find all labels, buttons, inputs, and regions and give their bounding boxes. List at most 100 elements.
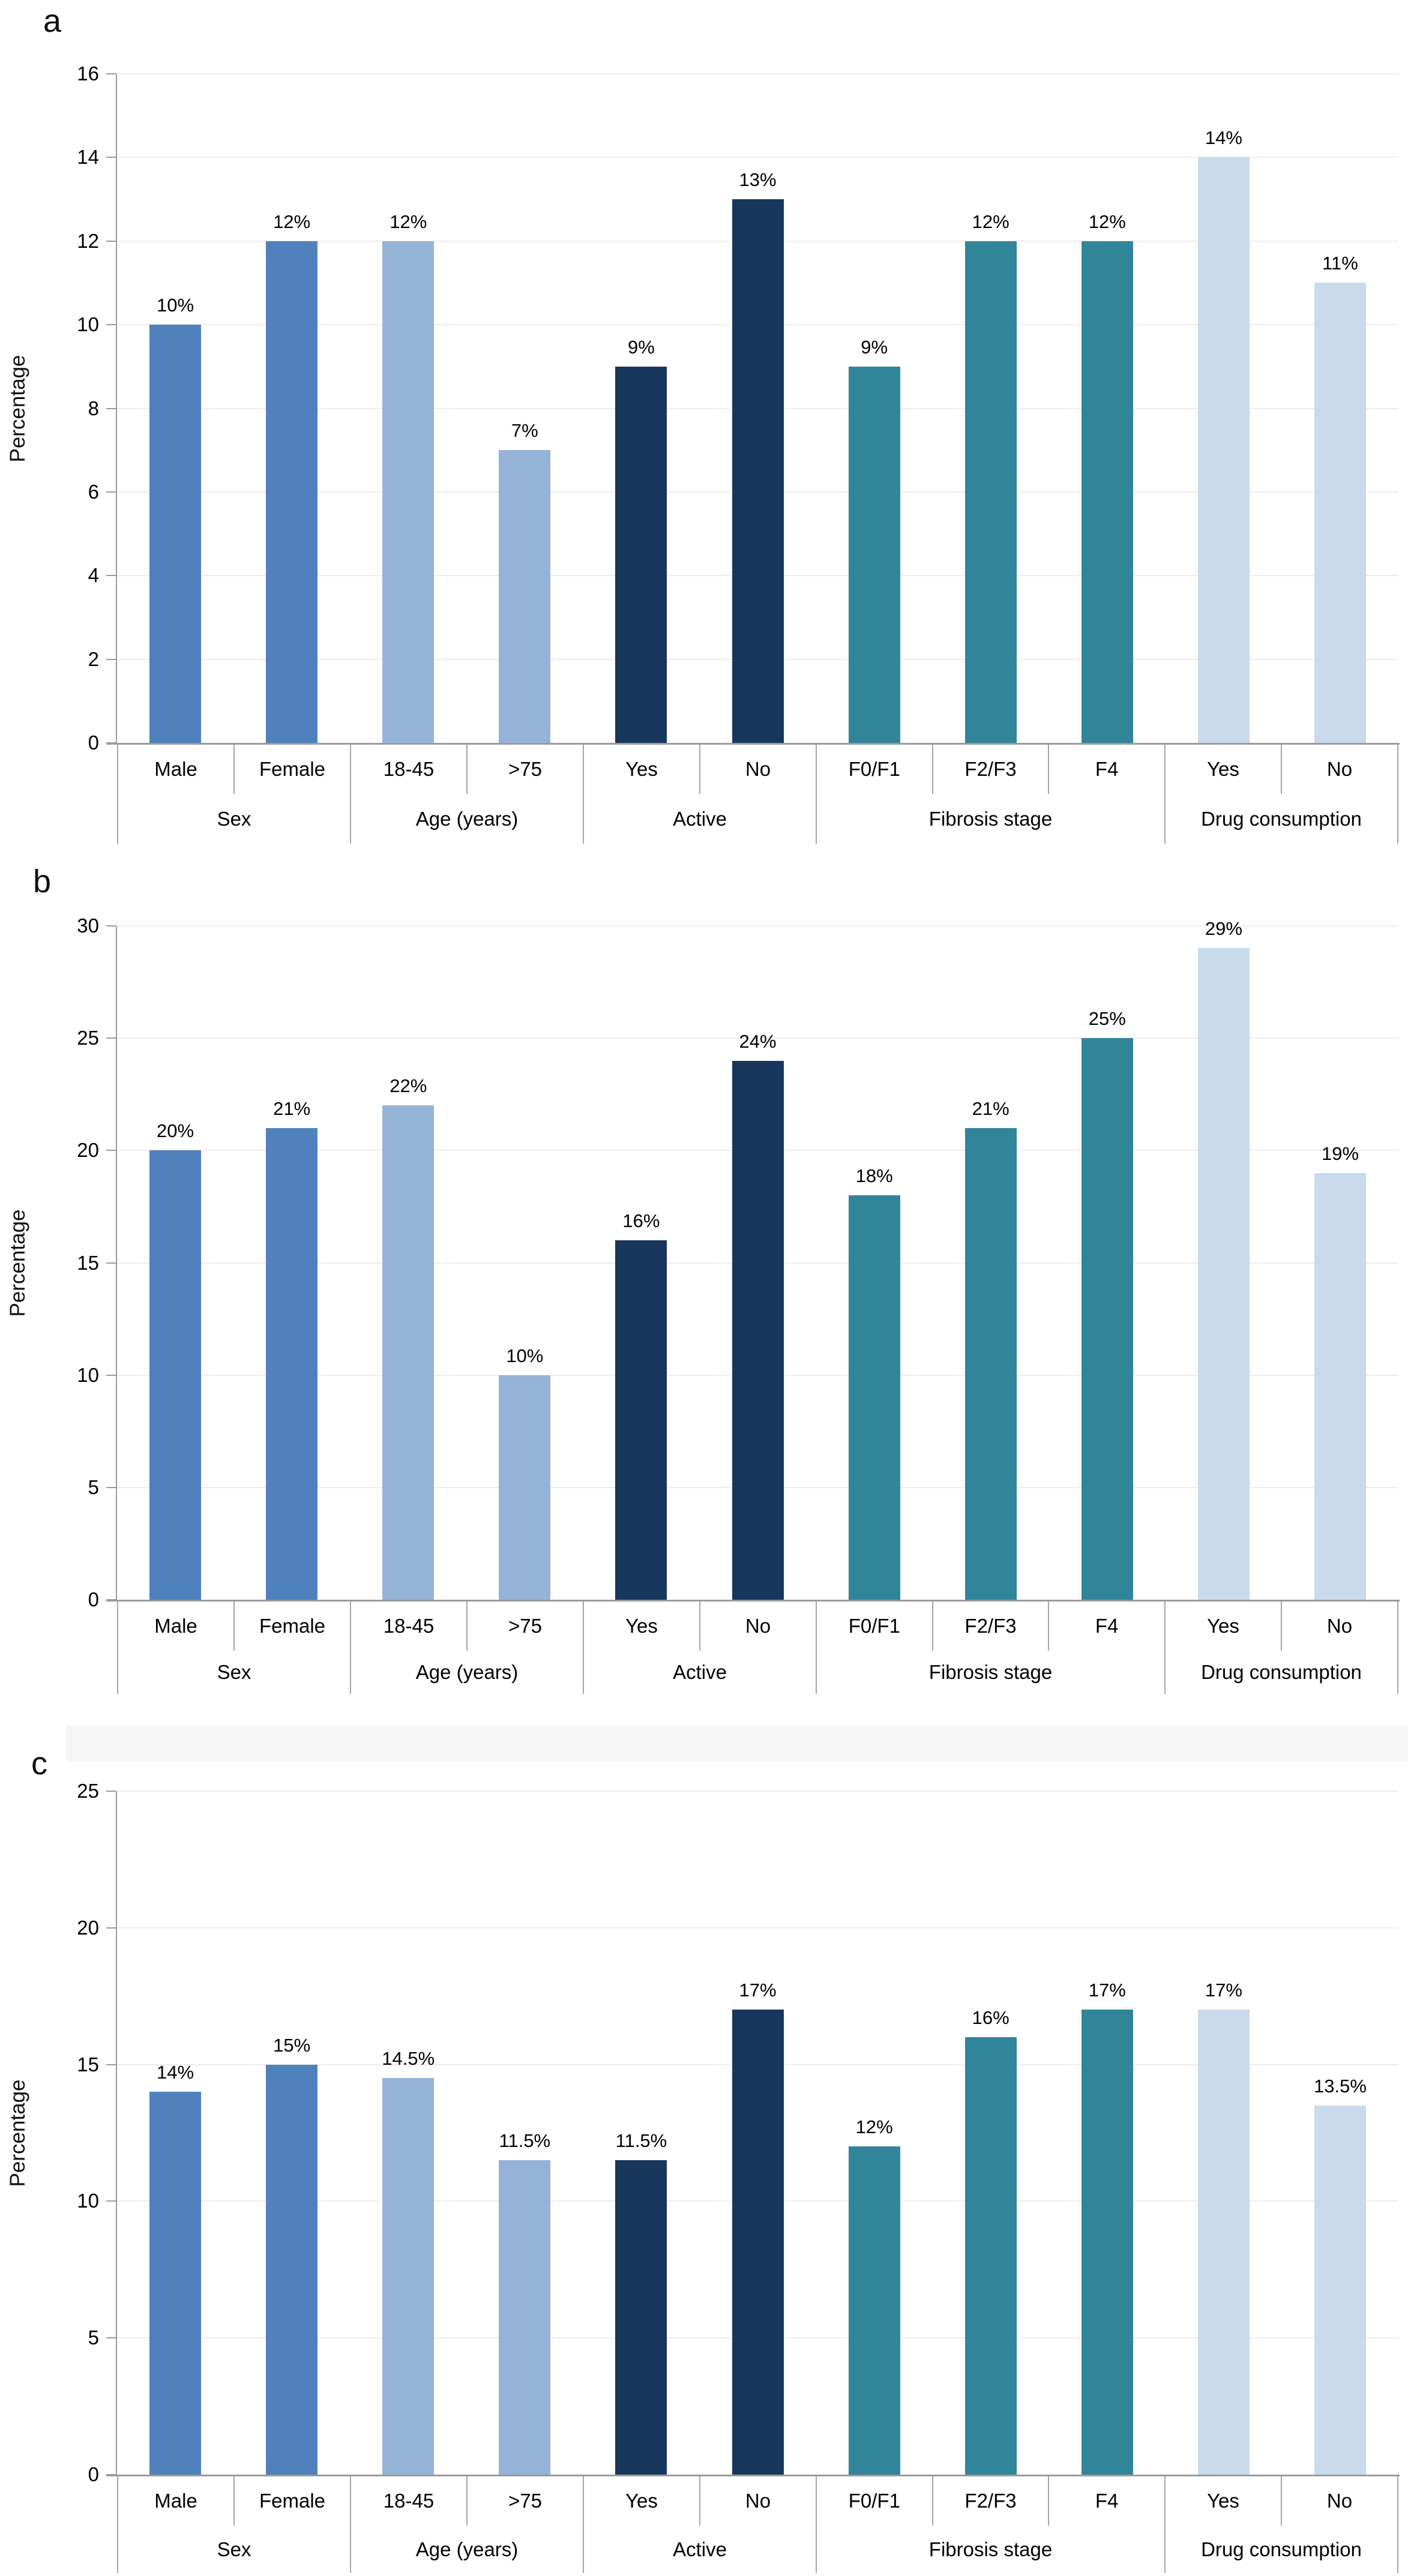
bar-slot-male: 10% — [117, 74, 233, 743]
category-label-f4: F4 — [1048, 1602, 1164, 1651]
y-tick-mark — [106, 1927, 116, 1929]
bar-value-label: 12% — [273, 211, 311, 232]
panel-letter-a: a — [43, 3, 62, 39]
bar-value-label: 7% — [511, 420, 538, 442]
y-tick-label: 4 — [88, 564, 99, 587]
bar-18-45 — [382, 2078, 435, 2475]
category-label--75: >75 — [466, 745, 583, 794]
bar-value-label: 10% — [157, 295, 194, 316]
category-row: Yes No — [584, 1602, 816, 1651]
category-row: 18-45 >75 — [351, 2476, 583, 2526]
group-label: Drug consumption — [1201, 2538, 1362, 2560]
x-axis-line — [106, 743, 1400, 745]
y-tick-mark — [106, 2337, 116, 2339]
bar-value-label: 9% — [861, 336, 888, 358]
y-tick-label: 2 — [88, 647, 99, 670]
group-label: Sex — [217, 807, 251, 830]
group-box-age-years-: 18-45 >75 Age (years) — [350, 1602, 583, 1694]
y-tick-label: 10 — [77, 2190, 99, 2212]
y-tick-label: 30 — [77, 914, 99, 937]
bar-no — [1314, 283, 1366, 743]
bar-male — [149, 1150, 202, 1600]
bar-f4 — [1081, 1038, 1133, 1600]
gridline — [117, 73, 1398, 74]
bar-yes — [1197, 157, 1250, 743]
category-label-yes: Yes — [625, 758, 658, 780]
bar-slot-no: 19% — [1282, 926, 1398, 1600]
bar-slot--75: 10% — [466, 926, 583, 1600]
category-row: Male Female — [118, 745, 350, 794]
bar-f2-f3 — [964, 2037, 1017, 2475]
category-label-no: No — [1281, 2476, 1397, 2526]
group-label: Drug consumption — [1201, 807, 1362, 830]
bar-no — [732, 199, 784, 743]
bar-slot--75: 11.5% — [466, 1791, 583, 2475]
y-tick-mark — [106, 658, 116, 660]
group-label: Active — [673, 1661, 727, 1683]
category-label-male: Male — [154, 2490, 197, 2512]
group-box-active: Yes No Active — [583, 745, 816, 844]
category-label-f2-f3: F2/F3 — [931, 2476, 1048, 2526]
category-label-18-45: 18-45 — [383, 758, 435, 780]
category-row: 18-45 >75 — [351, 745, 583, 794]
y-tick-label: 8 — [88, 397, 99, 419]
bar-value-label: 24% — [739, 1030, 777, 1052]
bar-f0-f1 — [848, 1195, 900, 1600]
category-row: Yes No — [584, 2476, 816, 2526]
category-row: Yes No — [1166, 2476, 1397, 2526]
y-tick-label: 12 — [77, 229, 99, 252]
x-axis-line — [106, 2475, 1400, 2476]
bar-f0-f1 — [848, 366, 900, 743]
category-label-no: No — [699, 745, 816, 794]
group-label: Sex — [217, 2538, 251, 2560]
y-tick-label: 0 — [88, 1588, 99, 1611]
y-tick-mark — [106, 1150, 116, 1151]
category-label-18-45: 18-45 — [383, 2490, 435, 2512]
y-tick-mark — [106, 324, 116, 326]
bar-slot-female: 12% — [233, 74, 350, 743]
y-axis-title: Percentage — [6, 2079, 29, 2187]
bar-slot-18-45: 14.5% — [350, 1791, 466, 2475]
bar-value-label: 21% — [273, 1097, 311, 1119]
y-tick-mark — [106, 73, 116, 74]
bar-value-label: 14.5% — [382, 2048, 435, 2070]
group-box-drug-consumption: Yes No Drug consumption — [1164, 2476, 1398, 2573]
bar-slot-no: 13.5% — [1282, 1791, 1398, 2475]
bar-value-label: 11.5% — [499, 2130, 551, 2152]
bar-slot-no: 11% — [1282, 74, 1398, 743]
category-label-yes: Yes — [625, 1615, 658, 1637]
bar-f4 — [1081, 241, 1133, 743]
gridline — [117, 157, 1398, 158]
y-tick-label: 5 — [88, 1476, 99, 1498]
y-tick-mark — [106, 1374, 116, 1376]
y-tick-label: 25 — [77, 1027, 99, 1049]
bars-row: 10% 12% 12% 7% 9% 13% 9% 12% 12% 14% 11% — [117, 74, 1398, 743]
category-row: Yes No — [584, 745, 816, 794]
y-tick-label: 15 — [77, 1251, 99, 1274]
group-label: Age (years) — [415, 2538, 519, 2560]
category-axis: Male Female Sex 18-45 >75 Age (years) Yes No Act… — [117, 745, 1398, 844]
category-label--75: >75 — [466, 2476, 583, 2526]
category-label-no: No — [699, 2476, 816, 2526]
bar-value-label: 14% — [157, 2062, 194, 2083]
group-box-fibrosis-stage: F0/F1 F2/F3 F4 Fibrosis stage — [816, 1602, 1164, 1694]
category-row: F0/F1 F2/F3 F4 — [817, 1602, 1164, 1651]
bar-value-label: 12% — [855, 2116, 893, 2138]
group-label: Fibrosis stage — [928, 807, 1053, 830]
y-axis-line — [116, 74, 117, 743]
gridline — [117, 925, 1398, 926]
bar--75 — [499, 2160, 551, 2475]
bar-value-label: 29% — [1205, 918, 1242, 940]
bar-value-label: 12% — [390, 211, 427, 232]
bar-yes — [615, 1240, 667, 1600]
bar-value-label: 25% — [1088, 1008, 1126, 1030]
y-tick-mark — [106, 407, 116, 409]
bar-slot-male: 14% — [117, 1791, 233, 2475]
category-label-female: Female — [233, 2476, 350, 2526]
y-tick-label: 10 — [77, 313, 99, 336]
y-tick-mark — [106, 1791, 116, 1792]
bar-value-label: 10% — [506, 1345, 544, 1366]
group-label: Age (years) — [415, 1661, 519, 1683]
bar-value-label: 13.5% — [1314, 2075, 1367, 2097]
bar-value-label: 14% — [1205, 127, 1242, 149]
